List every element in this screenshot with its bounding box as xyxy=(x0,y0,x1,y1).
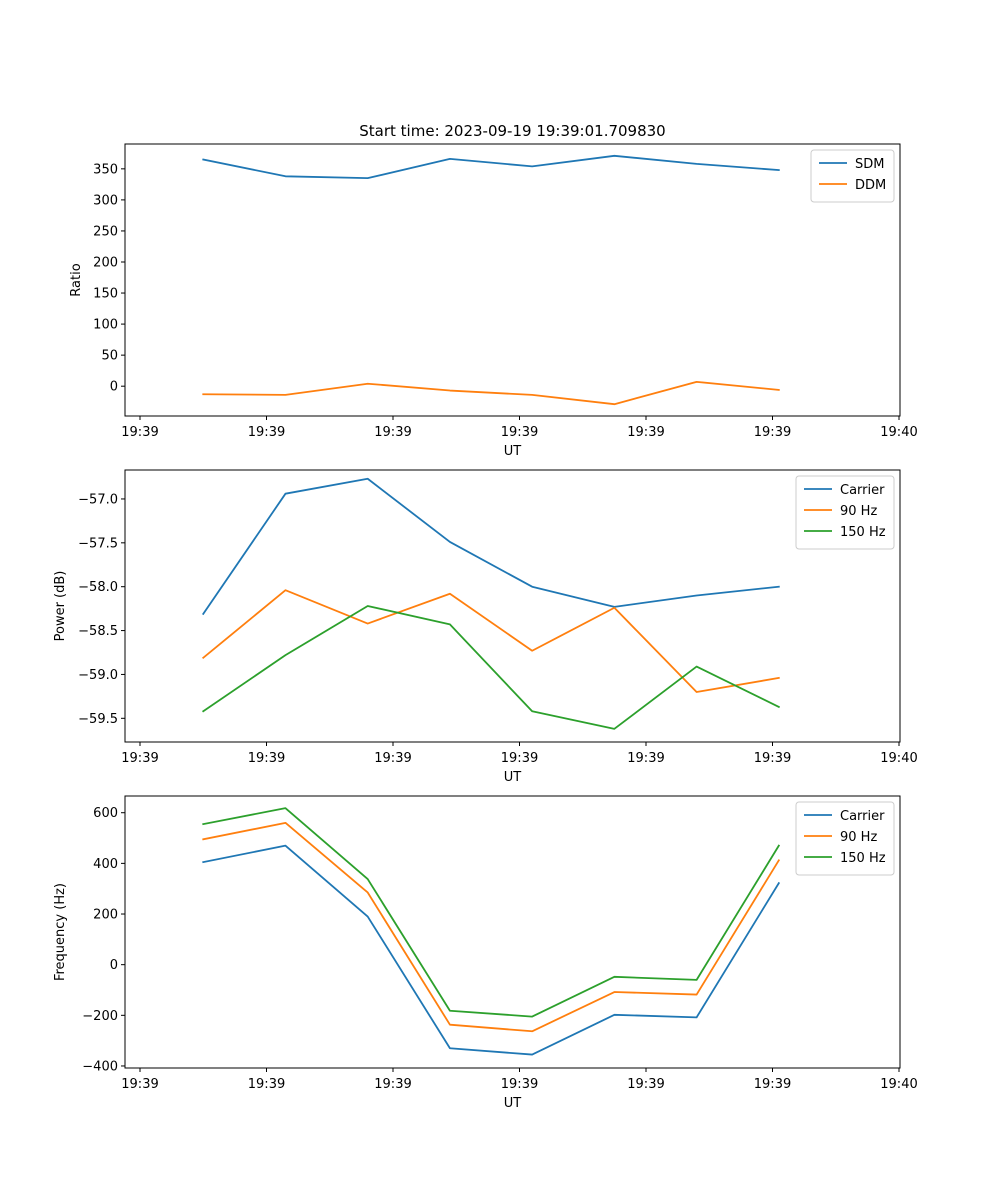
x-tick-label: 19:40 xyxy=(880,751,917,766)
legend-label: 90 Hz xyxy=(840,504,877,519)
y-tick-label: 50 xyxy=(101,349,118,364)
series-line-90-hz xyxy=(202,821,781,1033)
y-tick-label: 0 xyxy=(110,380,118,395)
x-tick-label: 19:39 xyxy=(754,751,791,766)
y-tick-label: −57.0 xyxy=(78,492,118,507)
legend-label: Carrier xyxy=(840,809,885,824)
y-tick-label: −200 xyxy=(82,1009,118,1024)
x-tick-label: 19:39 xyxy=(754,425,791,440)
axes-frame xyxy=(124,469,901,743)
legend-label: 90 Hz xyxy=(840,830,877,845)
y-tick-label: 350 xyxy=(93,162,118,177)
y-tick-label: 200 xyxy=(93,255,118,270)
series-line-carrier xyxy=(202,844,781,1056)
x-tick-label: 19:39 xyxy=(501,751,538,766)
legend-label: SDM xyxy=(855,157,884,172)
x-tick-label: 19:39 xyxy=(248,1077,285,1092)
series-line-sdm xyxy=(202,154,780,180)
x-axis-label: UT xyxy=(504,770,522,785)
x-tick-label: 19:39 xyxy=(121,425,158,440)
y-tick-label: 150 xyxy=(93,287,118,302)
x-tick-label: 19:40 xyxy=(880,425,917,440)
y-tick-label: 0 xyxy=(110,958,118,973)
x-tick-label: 19:39 xyxy=(374,425,411,440)
x-tick-label: 19:39 xyxy=(627,751,664,766)
series-line-150-hz xyxy=(202,807,781,1018)
legend-label: DDM xyxy=(855,178,886,193)
y-tick-label: −58.0 xyxy=(78,580,118,595)
y-axis-label: Frequency (Hz) xyxy=(53,883,68,981)
x-axis-label: UT xyxy=(504,444,522,459)
y-tick-label: −59.5 xyxy=(78,712,118,727)
panel-frequency: 19:39 19:39 19:39 19:39 19:39 19:39 19:40 −400 −… xyxy=(53,795,918,1111)
y-tick-label: 600 xyxy=(93,806,118,821)
panel-power: 19:39 19:39 19:39 19:39 19:39 19:39 19:40 −59.5… xyxy=(53,469,918,785)
axes-frame xyxy=(124,795,901,1069)
x-tick-label: 19:39 xyxy=(627,1077,664,1092)
chart-title: Start time: 2023-09-19 19:39:01.709830 xyxy=(359,122,665,140)
x-tick-label: 19:39 xyxy=(248,751,285,766)
y-tick-label: −400 xyxy=(82,1059,118,1074)
panel-ratio: 19:39 19:39 19:39 19:39 19:39 19:39 19:40 0 50 10… xyxy=(69,143,918,459)
y-tick-label: −58.5 xyxy=(78,624,118,639)
y-tick-label: −57.5 xyxy=(78,536,118,551)
series-line-150-hz xyxy=(201,605,781,730)
y-tick-label: 250 xyxy=(93,224,118,239)
x-tick-label: 19:39 xyxy=(374,1077,411,1092)
x-tick-label: 19:39 xyxy=(501,1077,538,1092)
x-tick-label: 19:39 xyxy=(121,1077,158,1092)
series-line-ddm xyxy=(202,380,780,406)
y-axis-label: Ratio xyxy=(69,263,84,296)
legend-label: 150 Hz xyxy=(840,525,886,540)
y-tick-label: 400 xyxy=(93,857,118,872)
y-tick-label: 300 xyxy=(93,193,118,208)
y-tick-label: −59.0 xyxy=(78,668,118,683)
legend-label: Carrier xyxy=(840,483,885,498)
x-tick-label: 19:39 xyxy=(374,751,411,766)
x-axis-label: UT xyxy=(504,1096,522,1111)
x-tick-label: 19:39 xyxy=(248,425,285,440)
y-tick-label: 200 xyxy=(93,908,118,923)
x-tick-label: 19:40 xyxy=(880,1077,917,1092)
y-tick-label: 100 xyxy=(93,318,118,333)
series-line-carrier xyxy=(201,477,780,616)
x-tick-label: 19:39 xyxy=(627,425,664,440)
x-tick-label: 19:39 xyxy=(754,1077,791,1092)
axes-frame xyxy=(124,143,901,417)
x-tick-label: 19:39 xyxy=(121,751,158,766)
y-axis-label: Power (dB) xyxy=(53,571,68,642)
legend-label: 150 Hz xyxy=(840,851,886,866)
x-tick-label: 19:39 xyxy=(501,425,538,440)
